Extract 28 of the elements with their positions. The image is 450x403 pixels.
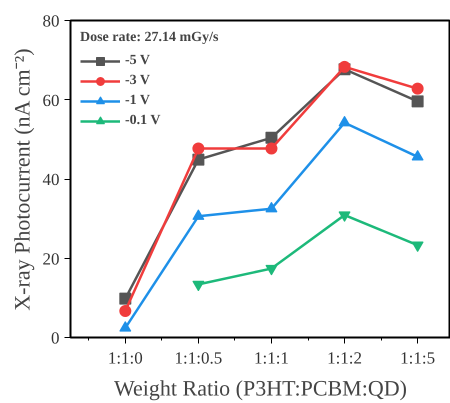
x-tick-label: 1:1:0.5 xyxy=(174,348,222,368)
point xyxy=(412,82,424,95)
point xyxy=(338,60,351,73)
y-tick-label: 20 xyxy=(42,249,60,268)
legend-label: -3 V xyxy=(125,73,150,89)
point xyxy=(338,211,351,222)
legend-label: -5 V xyxy=(125,53,150,69)
x-tick-label: 1:1:1 xyxy=(254,348,289,368)
x-tick-label: 1:1:0 xyxy=(108,348,143,368)
y-tick-label: 80 xyxy=(42,12,60,30)
point xyxy=(265,142,278,154)
y-tick-label: 0 xyxy=(51,328,60,348)
point xyxy=(412,242,424,252)
point xyxy=(119,304,132,317)
y-tick-label: 60 xyxy=(42,90,60,110)
legend-label: -0.1 V xyxy=(125,113,161,129)
legend-label: -1 V xyxy=(125,93,150,109)
x-tick-label: 1:1:5 xyxy=(400,348,436,368)
point xyxy=(412,95,424,108)
x-axis-title: Weight Ratio (P3HT:PCBM:QD) xyxy=(114,376,407,400)
point xyxy=(265,132,278,144)
y-tick-label: 40 xyxy=(42,170,60,189)
point xyxy=(192,142,204,154)
x-tick-label: 1:1:2 xyxy=(327,348,362,368)
legend-title: Dose rate: 27.14 mGy/s xyxy=(80,30,218,46)
y-axis-title: X-ray Photocurrent (nA cm⁻²) xyxy=(10,48,34,311)
point xyxy=(265,264,278,276)
point xyxy=(192,280,204,292)
